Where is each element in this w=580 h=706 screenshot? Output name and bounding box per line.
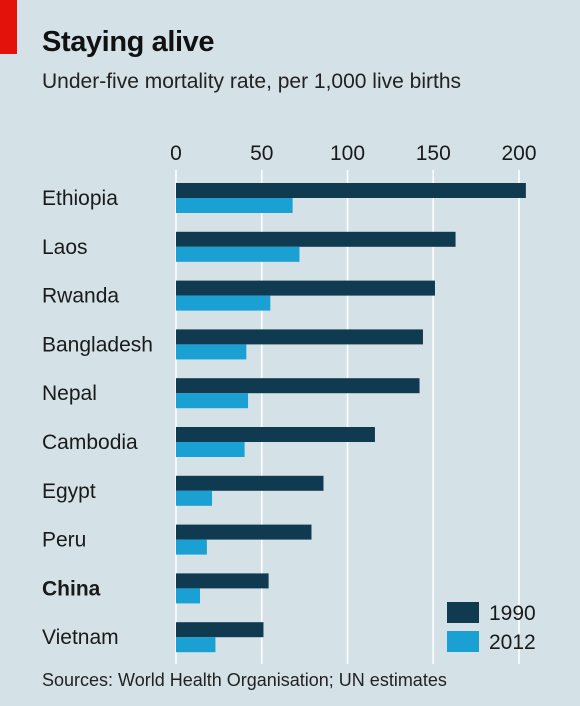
bar-2012 xyxy=(176,490,213,506)
bar-2012 xyxy=(176,198,293,213)
bar-1990 xyxy=(176,183,526,198)
bar-1990 xyxy=(176,622,264,638)
category-label: Bangladesh xyxy=(42,333,153,356)
bar-2012 xyxy=(176,295,271,311)
accent-tag xyxy=(0,0,17,54)
category-label: Egypt xyxy=(42,480,96,503)
category-label: Laos xyxy=(42,236,88,259)
bar-1990 xyxy=(176,524,312,540)
category-label: Rwanda xyxy=(42,285,119,308)
bar-2012 xyxy=(176,539,207,555)
legend-swatch-2012 xyxy=(447,631,479,652)
bar-group-nepal: Nepal xyxy=(42,378,420,409)
legend-swatch-1990 xyxy=(447,602,479,623)
bar-group-egypt: Egypt xyxy=(42,475,324,506)
category-label: Vietnam xyxy=(42,626,119,649)
bar-2012 xyxy=(176,344,247,360)
bar-2012 xyxy=(176,442,245,457)
bar-group-ethiopia: Ethiopia xyxy=(42,183,526,213)
chart-subtitle: Under-five mortality rate, per 1,000 liv… xyxy=(42,70,462,93)
source-note: Sources: World Health Organisation; UN e… xyxy=(42,670,447,690)
bar-group-laos: Laos xyxy=(42,231,456,262)
bar-2012 xyxy=(176,393,249,409)
bar-group-cambodia: Cambodia xyxy=(42,427,375,457)
bar-2012 xyxy=(176,246,300,262)
bar-group-bangladesh: Bangladesh xyxy=(42,329,423,360)
legend-label: 1990 xyxy=(489,602,536,625)
bar-group-rwanda: Rwanda xyxy=(42,280,435,311)
bar-1990 xyxy=(176,475,324,491)
bar-group-china: China xyxy=(42,573,269,604)
bar-group-peru: Peru xyxy=(42,524,312,555)
x-tick-label: 0 xyxy=(170,142,182,165)
category-label: Cambodia xyxy=(42,431,138,454)
category-label: Ethiopia xyxy=(42,187,118,210)
legend-label: 2012 xyxy=(489,631,536,654)
legend: 1990 2012 xyxy=(447,602,536,654)
bar-1990 xyxy=(176,378,420,394)
bar-group-vietnam: Vietnam xyxy=(42,622,264,653)
bar-1990 xyxy=(176,231,456,247)
bar-1990 xyxy=(176,427,375,442)
x-tick-label: 100 xyxy=(330,142,365,165)
category-label: Nepal xyxy=(42,382,97,405)
x-tick-label: 150 xyxy=(416,142,451,165)
bar-1990 xyxy=(176,329,423,345)
chart-title: Staying alive xyxy=(42,26,215,58)
category-label: China xyxy=(42,577,101,600)
category-label: Peru xyxy=(42,529,86,552)
x-tick-label: 50 xyxy=(250,142,273,165)
bar-2012 xyxy=(176,637,216,653)
x-tick-label: 200 xyxy=(501,142,536,165)
bar-2012 xyxy=(176,588,201,604)
bar-1990 xyxy=(176,573,269,589)
bar-1990 xyxy=(176,280,435,296)
